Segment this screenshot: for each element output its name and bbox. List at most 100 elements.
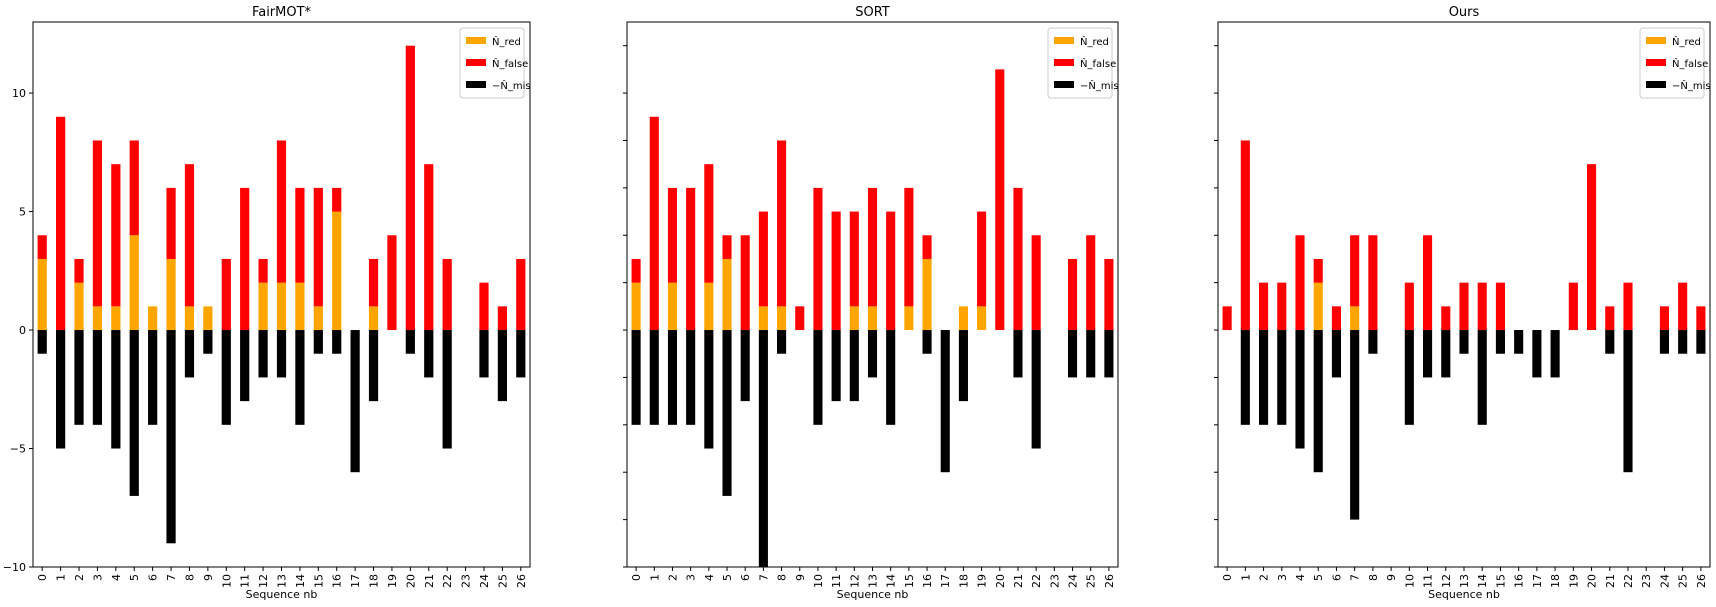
legend: N̂_red N̂_false −N̂_mis bbox=[1047, 27, 1119, 99]
bar-n-false-seq-11 bbox=[1423, 235, 1433, 331]
bar-n-red-seq-15 bbox=[904, 306, 914, 331]
bar-n-red-seq-13 bbox=[276, 282, 287, 331]
x-tick-label: 4 bbox=[1294, 574, 1307, 581]
bar-n-false-seq-0 bbox=[631, 258, 641, 283]
bar-n-mis-seq-21 bbox=[1605, 330, 1615, 354]
bar-n-mis-seq-12 bbox=[849, 330, 859, 402]
bar-n-false-seq-25 bbox=[1086, 235, 1096, 331]
x-axis-label: Sequence nb bbox=[837, 588, 909, 601]
y-tick-label: 5 bbox=[19, 206, 26, 219]
x-tick-label: 11 bbox=[830, 574, 843, 588]
x-tick-label: 19 bbox=[386, 574, 399, 588]
legend-label-n-false: N̂_false bbox=[1080, 57, 1116, 70]
chart-title: FairMOT* bbox=[252, 5, 312, 20]
bar-n-mis-seq-4 bbox=[704, 330, 714, 449]
x-tick-label: 11 bbox=[239, 574, 252, 588]
bar-n-false-seq-13 bbox=[276, 140, 287, 283]
bar-n-false-seq-25 bbox=[1678, 282, 1688, 331]
chart-title: SORT bbox=[855, 5, 890, 20]
bar-n-red-seq-15 bbox=[313, 306, 323, 331]
bar-n-mis-seq-1 bbox=[649, 330, 659, 425]
bar-n-red-seq-5 bbox=[722, 258, 732, 331]
bar-n-false-seq-8 bbox=[777, 140, 787, 307]
bar-n-mis-seq-15 bbox=[313, 330, 323, 354]
x-tick-label: 5 bbox=[1312, 574, 1325, 581]
x-tick-label: 6 bbox=[147, 574, 160, 581]
bar-n-mis-seq-12 bbox=[1441, 330, 1451, 378]
bar-n-false-seq-6 bbox=[1331, 306, 1341, 331]
bar-n-false-seq-9 bbox=[795, 306, 805, 331]
y-tick-label: −10 bbox=[3, 561, 26, 574]
bar-n-mis-seq-7 bbox=[166, 330, 176, 544]
bar-n-false-seq-5 bbox=[722, 235, 732, 259]
x-tick-label: 12 bbox=[1440, 574, 1453, 588]
bar-n-red-seq-2 bbox=[667, 282, 678, 331]
bar-n-false-seq-7 bbox=[758, 211, 768, 307]
bar-n-mis-seq-11 bbox=[1423, 330, 1433, 378]
bar-n-false-seq-3 bbox=[1277, 282, 1287, 331]
x-tick-label: 5 bbox=[721, 574, 734, 581]
x-tick-label: 21 bbox=[1012, 574, 1025, 588]
x-tick-label: 0 bbox=[630, 574, 643, 581]
legend-label-n-red: N̂_red bbox=[1672, 35, 1701, 48]
bar-n-mis-seq-5 bbox=[722, 330, 732, 496]
bar-n-false-seq-15 bbox=[904, 187, 914, 307]
x-tick-label: 5 bbox=[128, 574, 141, 581]
x-tick-label: 7 bbox=[1349, 574, 1362, 581]
x-tick-label: 1 bbox=[55, 574, 68, 581]
legend-label-n-red: N̂_red bbox=[1080, 35, 1109, 48]
bar-n-false-seq-19 bbox=[387, 235, 397, 331]
bar-n-mis-seq-8 bbox=[777, 330, 787, 354]
bar-n-false-seq-24 bbox=[1067, 258, 1078, 331]
bar-n-mis-seq-21 bbox=[1013, 330, 1023, 378]
bar-n-false-seq-22 bbox=[1031, 235, 1041, 331]
x-tick-label: 2 bbox=[73, 574, 86, 581]
bar-n-red-seq-2 bbox=[74, 282, 84, 331]
x-axis-label: Sequence nb bbox=[1428, 588, 1500, 601]
bar-n-false-seq-3 bbox=[92, 140, 103, 307]
bar-n-false-seq-7 bbox=[166, 187, 176, 259]
bar-n-false-seq-14 bbox=[295, 187, 305, 283]
x-tick-label: 0 bbox=[1221, 574, 1234, 581]
x-tick-label: 11 bbox=[1422, 574, 1435, 588]
bar-n-false-seq-19 bbox=[977, 211, 987, 307]
bar-n-false-seq-19 bbox=[1568, 282, 1578, 331]
bar-n-mis-seq-2 bbox=[667, 330, 678, 425]
bar-n-false-seq-22 bbox=[442, 258, 452, 331]
x-tick-label: 18 bbox=[1549, 574, 1562, 588]
bar-n-mis-seq-0 bbox=[631, 330, 641, 425]
y-tick-label: 0 bbox=[19, 324, 26, 337]
bar-n-red-seq-16 bbox=[922, 258, 932, 331]
x-tick-label: 21 bbox=[1604, 574, 1617, 588]
bar-n-mis-seq-7 bbox=[1350, 330, 1360, 520]
x-tick-label: 4 bbox=[110, 574, 123, 581]
bar-n-mis-seq-8 bbox=[184, 330, 195, 378]
x-tick-label: 13 bbox=[276, 574, 289, 588]
bar-n-mis-seq-0 bbox=[37, 330, 47, 354]
bar-n-mis-seq-17 bbox=[940, 330, 950, 473]
bar-n-mis-seq-3 bbox=[686, 330, 696, 425]
bar-n-mis-seq-6 bbox=[148, 330, 158, 425]
bar-n-red-seq-7 bbox=[758, 306, 768, 331]
bar-n-false-seq-26 bbox=[516, 258, 526, 331]
chart-title: Ours bbox=[1449, 5, 1480, 20]
bar-n-red-seq-13 bbox=[867, 306, 878, 331]
plot-frame bbox=[626, 21, 1119, 568]
bar-n-false-seq-20 bbox=[405, 45, 415, 331]
bar-n-false-seq-2 bbox=[74, 258, 84, 283]
bar-n-mis-seq-9 bbox=[203, 330, 213, 354]
x-tick-label: 17 bbox=[939, 574, 952, 588]
bar-n-false-seq-15 bbox=[1495, 282, 1505, 331]
bar-n-mis-seq-5 bbox=[129, 330, 139, 496]
x-tick-label: 26 bbox=[1103, 574, 1116, 588]
bar-n-mis-seq-13 bbox=[867, 330, 878, 378]
x-tick-label: 10 bbox=[1403, 574, 1416, 588]
bar-n-red-seq-14 bbox=[295, 282, 305, 331]
x-tick-label: 8 bbox=[776, 574, 789, 581]
x-tick-label: 14 bbox=[294, 574, 307, 588]
bar-n-mis-seq-25 bbox=[497, 330, 507, 402]
legend-label-n-false: N̂_false bbox=[1672, 57, 1708, 70]
x-tick-label: 23 bbox=[1048, 574, 1061, 588]
